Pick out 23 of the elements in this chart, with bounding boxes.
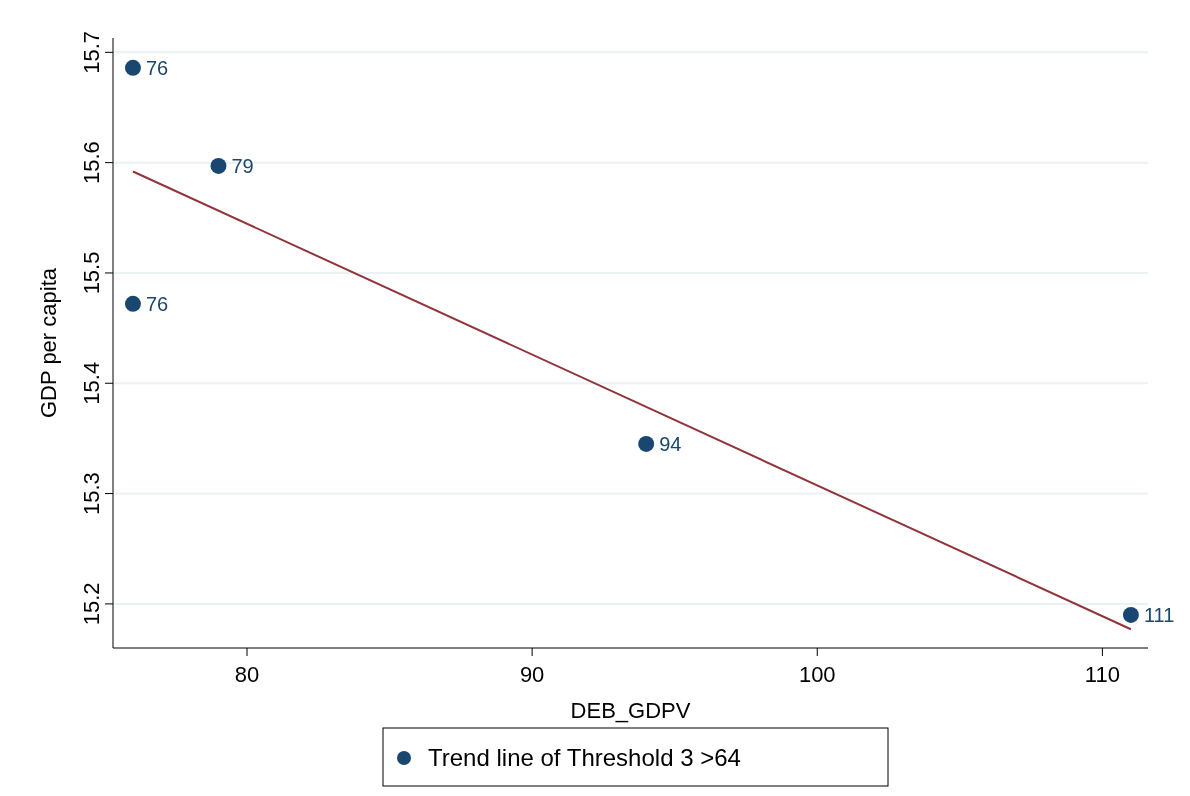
annotation: 111 xyxy=(1143,603,1175,626)
point xyxy=(210,157,227,174)
point xyxy=(638,435,655,452)
point xyxy=(124,59,141,76)
y-tick-label: 15.4 xyxy=(79,361,104,405)
y-tick-label: 15.5 xyxy=(79,251,104,295)
x-tick-label: 110 xyxy=(1084,662,1120,687)
point xyxy=(1122,606,1139,623)
y-tick-label: 15.2 xyxy=(79,582,104,626)
annotation: 79 xyxy=(231,154,254,177)
legend-label: Trend line of Threshold 3 >64 xyxy=(428,744,741,771)
x-axis-title: DEB_GDPV xyxy=(570,698,691,723)
y-axis-title: GDP per capita xyxy=(36,267,61,419)
x-tick-label: 100 xyxy=(798,662,836,687)
annotation: 94 xyxy=(659,432,682,455)
y-tick-label: 15.3 xyxy=(79,472,104,515)
annotation: 76 xyxy=(145,292,169,315)
y-tick-label: 15.7 xyxy=(79,30,104,74)
point xyxy=(124,295,141,312)
x-tick-label: 80 xyxy=(234,662,260,687)
x-tick-label: 90 xyxy=(519,662,545,687)
annotation: 76 xyxy=(145,56,169,79)
y-tick-label: 15.6 xyxy=(79,141,104,185)
